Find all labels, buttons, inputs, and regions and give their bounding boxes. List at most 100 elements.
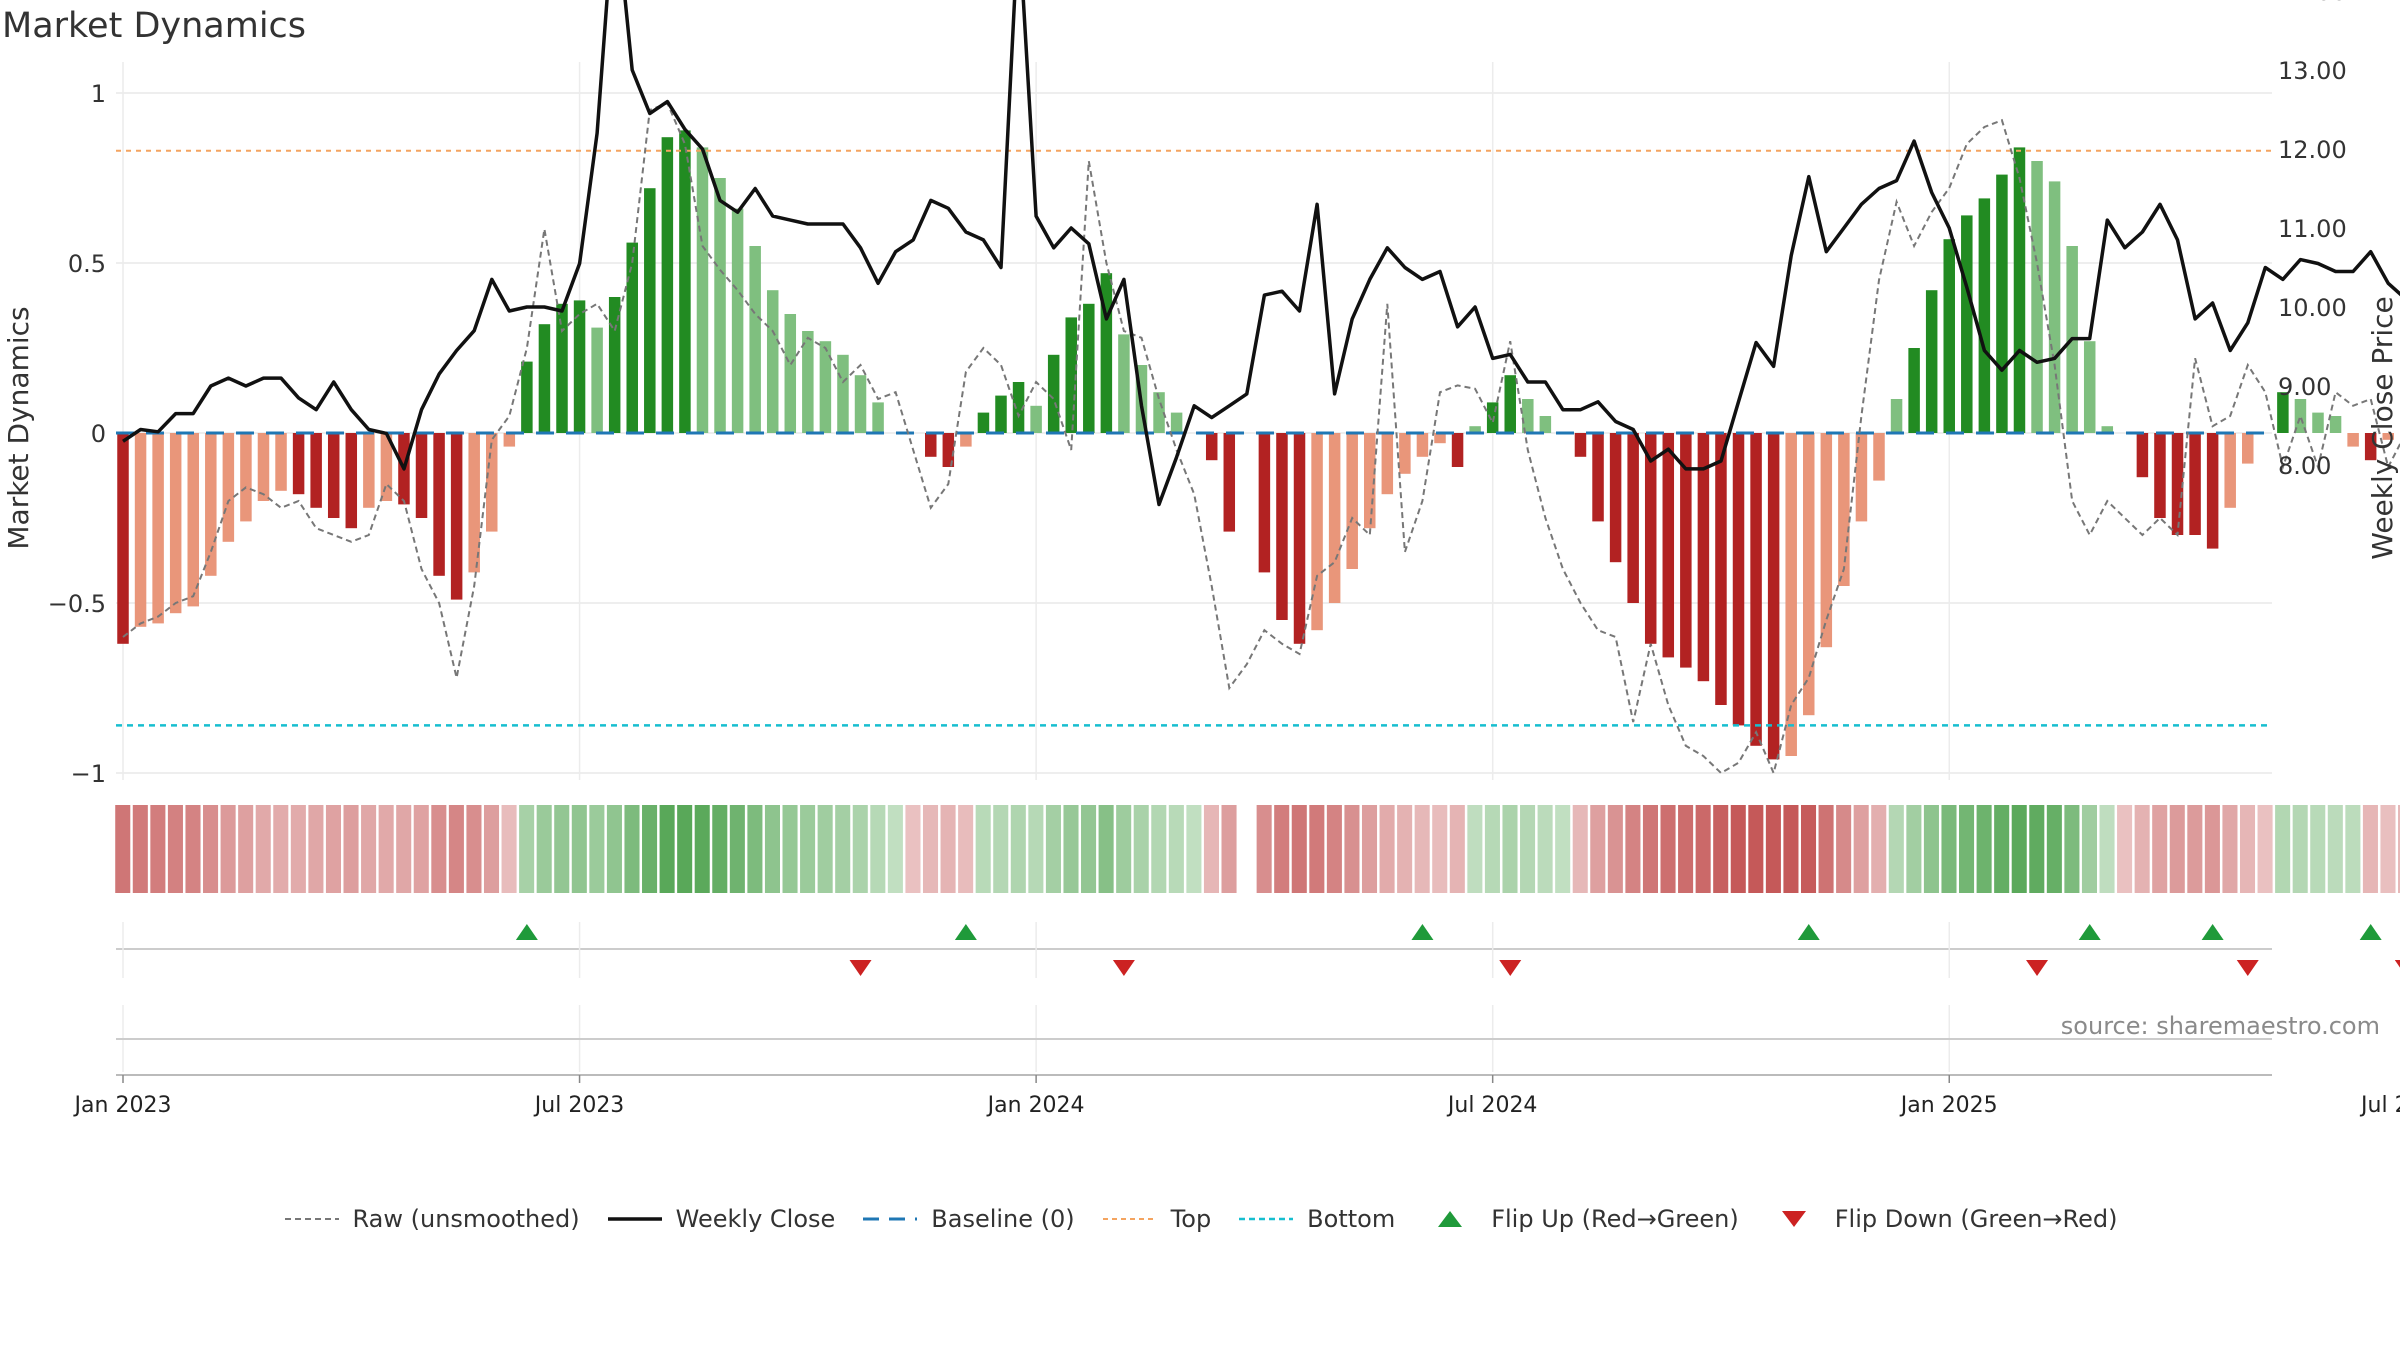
y-tick-label: 0.5 bbox=[68, 250, 106, 278]
strip-cell bbox=[536, 805, 552, 893]
dynamics-bar bbox=[837, 354, 849, 433]
strip-cell bbox=[554, 805, 570, 893]
strip-cell bbox=[1625, 805, 1641, 893]
strip-cell bbox=[800, 805, 816, 893]
dynamics-bar bbox=[169, 433, 182, 614]
dynamics-bar bbox=[1662, 433, 1675, 658]
dynamics-bar bbox=[275, 433, 287, 491]
strip-cell bbox=[1045, 805, 1061, 893]
y-tick-label: −1 bbox=[71, 760, 106, 788]
strip-cell bbox=[1853, 805, 1869, 893]
strip-cell bbox=[817, 805, 833, 893]
dynamics-bar bbox=[1820, 433, 1833, 648]
dynamics-bar bbox=[1451, 433, 1464, 467]
dynamics-bar bbox=[538, 324, 551, 433]
dynamics-bar bbox=[117, 433, 129, 644]
strip-cell bbox=[1432, 805, 1448, 893]
flip-down-marker bbox=[1112, 960, 1135, 976]
strip-cell bbox=[361, 805, 377, 893]
dynamics-bar bbox=[1961, 215, 1973, 433]
strip-cell bbox=[2011, 805, 2027, 893]
dynamics-bar bbox=[644, 188, 656, 433]
dynamics-bar bbox=[1012, 382, 1025, 433]
dynamics-bars bbox=[117, 130, 2394, 760]
y2-tick-label: 9.00 bbox=[2278, 373, 2331, 401]
x-tick-label: Jul 2024 bbox=[1446, 1093, 1538, 1118]
dynamics-bar bbox=[134, 433, 147, 627]
flip-down-marker bbox=[2026, 960, 2049, 976]
strip-cell bbox=[483, 805, 500, 893]
strip-cell bbox=[519, 805, 535, 893]
y-tick-label: 0 bbox=[91, 420, 106, 448]
dynamics-bar bbox=[1539, 416, 1552, 433]
strip-cell bbox=[1590, 805, 1606, 893]
strip-cell bbox=[1274, 805, 1290, 893]
strip-cell bbox=[1397, 805, 1413, 893]
strip-cell bbox=[1414, 805, 1430, 893]
strip-cell bbox=[1133, 805, 1149, 893]
chart-canvas: 10.50−0.5−1 15.0014.0013.0012.0011.0010.… bbox=[2, 0, 2400, 1118]
strip-cell bbox=[1484, 805, 1500, 893]
strip-cell bbox=[150, 805, 166, 893]
strip-cell bbox=[220, 805, 236, 893]
dynamics-bar bbox=[995, 395, 1007, 433]
dynamics-bar bbox=[1592, 433, 1604, 522]
trend-strip bbox=[115, 805, 2400, 893]
y-axis-right-label: Weekly Close Price bbox=[2366, 296, 2399, 559]
strip-cell bbox=[1976, 805, 1992, 893]
strip-cell bbox=[1221, 805, 1237, 893]
strip-cell bbox=[255, 805, 271, 893]
dynamics-bar bbox=[240, 433, 252, 522]
dynamics-bar bbox=[1680, 433, 1692, 668]
legend-label: Baseline (0) bbox=[931, 1205, 1075, 1233]
dynamics-bar bbox=[731, 208, 744, 433]
legend-item-baseline: Baseline (0) bbox=[861, 1205, 1075, 1233]
dynamics-bar bbox=[1399, 433, 1411, 474]
dynamics-bar bbox=[960, 433, 972, 447]
dynamics-bar bbox=[556, 303, 568, 433]
dynamics-bar bbox=[2013, 147, 2026, 433]
x-tick-label: Jul 2025 bbox=[2359, 1093, 2400, 1118]
flip-up-marker bbox=[1411, 924, 1434, 940]
strip-cell bbox=[782, 805, 798, 893]
x-tick-label: Jan 2023 bbox=[73, 1093, 172, 1118]
dynamics-bar bbox=[345, 433, 358, 529]
dynamics-bar bbox=[2242, 433, 2254, 464]
dynamics-bar bbox=[1416, 433, 1429, 457]
flip-up-marker bbox=[2201, 924, 2224, 940]
dynamics-bar bbox=[1732, 433, 1745, 726]
dynamics-bar bbox=[802, 331, 814, 433]
strip-cell bbox=[2081, 805, 2097, 893]
strip-cell bbox=[1660, 805, 1676, 893]
strip-cell bbox=[887, 805, 903, 893]
strip-cell bbox=[642, 805, 658, 893]
flip_down-legend-swatch bbox=[1781, 1211, 1806, 1227]
close-line bbox=[122, 0, 2400, 507]
strip-cell bbox=[238, 805, 254, 893]
dynamics-bar bbox=[187, 433, 199, 607]
dynamics-bar bbox=[2136, 433, 2149, 478]
dynamics-bar bbox=[205, 433, 217, 576]
strip-cell bbox=[2099, 805, 2115, 893]
dynamics-bar bbox=[1047, 354, 1060, 433]
y-tick-label: 1 bbox=[91, 80, 106, 108]
y2-tick-label: 8.00 bbox=[2278, 452, 2331, 480]
dynamics-bar bbox=[1205, 433, 1218, 461]
dynamics-bar bbox=[942, 433, 955, 467]
strip-cell bbox=[1467, 805, 1483, 893]
strip-cell bbox=[1871, 805, 1887, 893]
strip-cell bbox=[2064, 805, 2080, 893]
legend-label: Flip Up (Red→Green) bbox=[1491, 1205, 1739, 1233]
strip-cell bbox=[1063, 805, 1079, 893]
strip-cell bbox=[1607, 805, 1623, 893]
strip-cell bbox=[167, 805, 183, 893]
strip-cell bbox=[958, 805, 974, 893]
strip-cell bbox=[852, 805, 868, 893]
strip-cell bbox=[1028, 805, 1044, 893]
strip-cell bbox=[2398, 805, 2400, 893]
strip-cell bbox=[1186, 805, 1202, 893]
flip-down-marker bbox=[849, 960, 872, 976]
strip-cell bbox=[2239, 805, 2256, 893]
dynamics-bar bbox=[2048, 181, 2061, 433]
strip-cell bbox=[1730, 805, 1746, 893]
